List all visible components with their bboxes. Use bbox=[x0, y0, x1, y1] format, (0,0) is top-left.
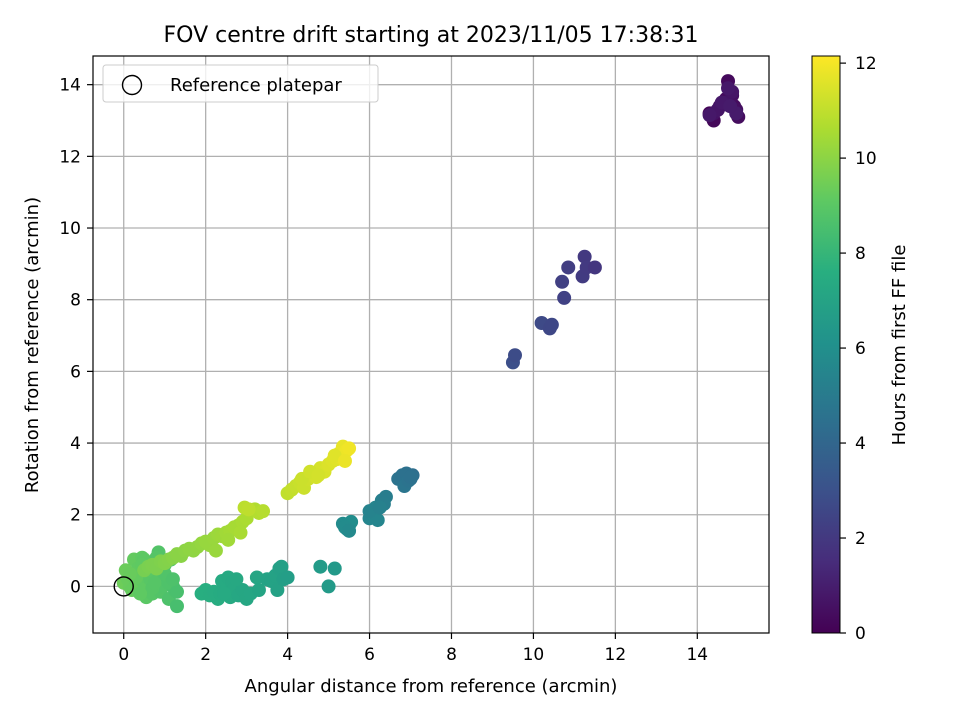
data-point bbox=[723, 99, 738, 114]
data-point bbox=[133, 586, 148, 601]
y-axis: 0 2 4 6 8 10 12 14 bbox=[59, 76, 93, 597]
legend-box bbox=[102, 64, 379, 103]
y-tick-label: 4 bbox=[70, 434, 81, 454]
data-point bbox=[147, 575, 162, 590]
data-point bbox=[372, 500, 387, 515]
data-point bbox=[221, 532, 236, 547]
y-tick-label: 6 bbox=[70, 362, 81, 382]
data-point bbox=[555, 274, 570, 289]
data-point bbox=[507, 348, 522, 363]
data-point bbox=[165, 572, 180, 587]
reference-point-marker bbox=[113, 576, 134, 597]
x-axis-label: Angular distance from reference (arcmin) bbox=[245, 676, 618, 697]
data-point bbox=[169, 584, 184, 599]
data-point bbox=[208, 543, 223, 558]
data-point bbox=[169, 599, 184, 614]
data-point bbox=[274, 559, 289, 574]
data-point bbox=[313, 559, 328, 574]
x-tick-label: 8 bbox=[446, 645, 457, 665]
data-point bbox=[577, 249, 592, 264]
x-tick-label: 10 bbox=[523, 645, 545, 665]
data-point bbox=[270, 582, 285, 597]
data-point bbox=[229, 572, 244, 587]
data-point bbox=[280, 570, 295, 585]
data-point bbox=[561, 260, 576, 275]
data-point bbox=[337, 453, 352, 468]
y-tick-label: 10 bbox=[59, 219, 81, 239]
y-axis-label: Rotation from reference (arcmin) bbox=[22, 197, 43, 493]
x-tick-label: 4 bbox=[282, 645, 293, 665]
x-tick-label: 14 bbox=[686, 645, 708, 665]
data-point bbox=[241, 502, 256, 517]
colorbar-gradient bbox=[811, 55, 841, 634]
colorbar-tick-label: 2 bbox=[855, 529, 866, 549]
data-point bbox=[587, 260, 602, 275]
colorbar-tick-label: 4 bbox=[855, 434, 866, 454]
chart-title: FOV centre drift starting at 2023/11/05 … bbox=[164, 23, 699, 48]
colorbar-tick-label: 8 bbox=[855, 244, 866, 264]
data-point bbox=[251, 582, 266, 597]
data-points bbox=[113, 74, 746, 614]
y-tick-label: 2 bbox=[70, 506, 81, 526]
x-tick-label: 12 bbox=[605, 645, 627, 665]
grid bbox=[93, 56, 769, 633]
y-tick-label: 0 bbox=[70, 577, 81, 597]
data-point bbox=[721, 81, 736, 96]
data-point bbox=[321, 579, 336, 594]
colorbar-tick-label: 10 bbox=[855, 149, 877, 169]
data-point bbox=[342, 441, 357, 456]
legend-marker-reference bbox=[121, 74, 143, 96]
data-point bbox=[233, 525, 248, 540]
data-point bbox=[557, 290, 572, 305]
plot-area-frame bbox=[92, 55, 770, 634]
colorbar-label: Hours from first FF file bbox=[889, 245, 910, 446]
data-point bbox=[544, 317, 559, 332]
legend-label-reference: Reference platepar bbox=[170, 75, 342, 96]
data-point bbox=[702, 108, 717, 123]
data-point bbox=[370, 513, 385, 528]
y-tick-label: 14 bbox=[59, 76, 81, 96]
y-tick-label: 12 bbox=[59, 147, 81, 167]
y-tick-label: 8 bbox=[70, 291, 81, 311]
data-point bbox=[311, 468, 326, 483]
data-point bbox=[342, 523, 357, 538]
x-tick-label: 2 bbox=[200, 645, 211, 665]
data-point bbox=[403, 470, 418, 485]
colorbar-tick-label: 0 bbox=[855, 624, 866, 644]
data-point bbox=[327, 561, 342, 576]
x-axis: 0 2 4 6 8 10 12 14 bbox=[118, 633, 708, 665]
colorbar: 0 2 4 6 8 10 12 Hours from first FF file bbox=[811, 54, 910, 644]
data-point bbox=[217, 586, 232, 601]
x-tick-label: 0 bbox=[118, 645, 129, 665]
data-point bbox=[256, 504, 271, 519]
colorbar-tick-label: 6 bbox=[855, 339, 866, 359]
legend: Reference platepar bbox=[102, 64, 379, 103]
colorbar-tick-label: 12 bbox=[855, 54, 877, 74]
x-tick-label: 6 bbox=[364, 645, 375, 665]
